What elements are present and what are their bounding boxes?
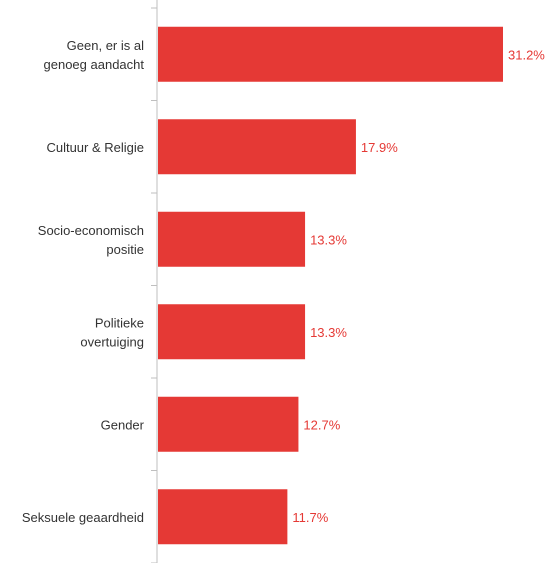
category-label-line: Socio-economisch	[38, 223, 144, 238]
category-label-line: Politieke	[95, 315, 144, 330]
category-label-line: genoeg aandacht	[44, 57, 145, 72]
category-label-line: positie	[106, 242, 144, 257]
category-label-line: Cultuur & Religie	[46, 140, 144, 155]
category-label-line: Seksuele geaardheid	[22, 510, 144, 525]
category-label: Geen, er is al genoeg aandacht	[44, 38, 145, 72]
category-labels-group: Geen, er is al genoeg aandacht Cultuur & R…	[22, 38, 145, 525]
bar	[158, 211, 306, 267]
category-label: Seksuele geaardheid	[22, 510, 144, 525]
category-label: Politieke overtuiging	[80, 315, 144, 349]
bar	[158, 489, 288, 545]
category-label-line: Gender	[101, 417, 145, 432]
bar	[158, 396, 299, 452]
category-label-line: overtuiging	[80, 334, 144, 349]
value-labels-group: 31.2% 17.9% 13.3% 13.3% 12.7% 11.7%	[292, 47, 545, 525]
data-label: 13.3%	[310, 232, 347, 247]
category-label-line: Geen, er is al	[67, 38, 144, 53]
bar	[158, 304, 306, 360]
category-label: Gender	[101, 417, 145, 432]
y-axis	[151, 0, 158, 563]
bar	[158, 26, 503, 82]
data-label: 12.7%	[303, 417, 340, 432]
data-label: 31.2%	[508, 47, 545, 62]
category-label: Cultuur & Religie	[46, 140, 144, 155]
bars-group	[158, 26, 503, 545]
data-label: 13.3%	[310, 325, 347, 340]
data-label: 11.7%	[292, 510, 328, 525]
bar	[158, 119, 356, 175]
data-label: 17.9%	[361, 140, 398, 155]
category-label: Socio-economisch positie	[38, 223, 144, 257]
